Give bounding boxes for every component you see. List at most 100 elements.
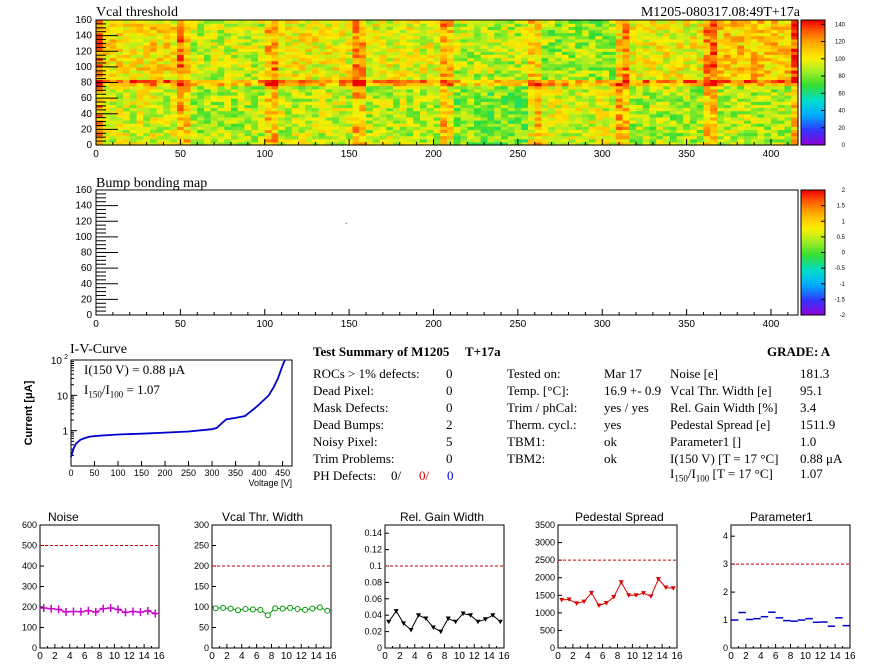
heatmap-cell <box>352 110 360 115</box>
heatmap-cell <box>723 132 732 137</box>
heatmap-cell <box>588 20 597 24</box>
heatmap-cell <box>332 129 340 134</box>
heatmap-cell <box>514 45 522 49</box>
heatmap-cell <box>494 129 502 134</box>
tick-label: 150 <box>341 149 358 160</box>
heatmap-cell <box>467 88 475 93</box>
tick-label: 6 <box>254 651 260 662</box>
heatmap-cell <box>717 57 725 62</box>
heatmap-cell <box>534 66 543 71</box>
heatmap-cell <box>703 110 711 115</box>
heatmap-cell <box>494 32 502 37</box>
heatmap-cell <box>332 60 340 65</box>
heatmap-cell <box>676 98 684 102</box>
heatmap-cell <box>548 70 556 74</box>
heatmap-cell <box>467 101 475 105</box>
heatmap-cell <box>170 120 178 124</box>
heatmap-cell <box>237 98 246 102</box>
heatmap-cell <box>190 107 198 112</box>
heatmap-cell <box>757 91 765 96</box>
heatmap-cell <box>258 23 266 27</box>
heatmap-cell <box>609 79 617 84</box>
heatmap-cell <box>156 66 165 71</box>
heatmap-cell <box>143 129 151 134</box>
heatmap-cell <box>588 51 597 55</box>
heatmap-cell <box>663 73 671 77</box>
heatmap-cell <box>224 141 232 146</box>
heatmap-cell <box>561 57 570 62</box>
heatmap-cell <box>447 26 455 30</box>
heatmap-cell <box>528 38 536 43</box>
heatmap-cell <box>717 54 725 59</box>
heatmap-cell <box>251 26 259 30</box>
heatmap-cell <box>467 123 475 127</box>
heatmap-cell <box>312 48 320 52</box>
heatmap-cell <box>467 113 475 118</box>
heatmap-cell <box>109 135 117 140</box>
heatmap-cell <box>609 54 617 59</box>
heatmap-cell <box>325 66 333 71</box>
heatmap-cell <box>393 132 401 137</box>
heatmap-cell <box>217 48 225 52</box>
heatmap-cell <box>406 29 414 34</box>
heatmap-cell <box>231 104 239 109</box>
heatmap-cell <box>541 57 549 62</box>
heatmap-cell <box>305 132 313 137</box>
heatmap-cell <box>575 29 583 34</box>
heatmap-cell <box>521 45 529 49</box>
heatmap-cell <box>615 63 624 68</box>
heatmap-cell <box>575 138 583 143</box>
series-line <box>561 578 674 607</box>
palette-band <box>801 35 825 38</box>
heatmap-cell <box>264 63 273 68</box>
heatmap-cell <box>339 107 347 112</box>
heatmap-cell <box>231 135 239 140</box>
heatmap-cell <box>764 104 772 109</box>
heatmap-cell <box>453 41 462 46</box>
heatmap-cell <box>190 63 198 68</box>
heatmap-cell <box>447 54 455 59</box>
heatmap-cell <box>548 129 556 134</box>
summary-label: ROCs > 1% defects: <box>313 366 420 381</box>
heatmap-cell <box>366 88 374 93</box>
heatmap-cell <box>514 113 522 118</box>
plot-frame <box>557 524 678 649</box>
heatmap-cell <box>791 138 799 143</box>
heatmap-cell <box>345 132 354 137</box>
heatmap-cell <box>332 141 340 146</box>
heatmap-cell <box>521 76 529 80</box>
heatmap-cell <box>656 110 664 115</box>
heatmap-cell <box>737 120 745 124</box>
heatmap-cell <box>561 63 570 68</box>
heatmap-cell <box>136 48 144 52</box>
heatmap-cell <box>757 57 765 62</box>
heatmap-cell <box>204 73 212 77</box>
heatmap-cell <box>399 32 408 37</box>
heatmap-cell <box>285 85 293 90</box>
heatmap-cell <box>642 63 651 68</box>
heatmap-cell <box>534 73 543 77</box>
heatmap-cell <box>453 57 462 62</box>
heatmap-cell <box>710 76 718 80</box>
heatmap-cell <box>379 32 387 37</box>
heatmap-cell <box>474 32 482 37</box>
heatmap-cell <box>615 41 624 46</box>
heatmap-cell <box>460 135 468 140</box>
heatmap-cell <box>501 123 509 127</box>
heatmap-cell <box>656 76 664 80</box>
heatmap-cell <box>386 95 394 99</box>
heatmap-cell <box>237 66 246 71</box>
heatmap-cell <box>602 41 610 46</box>
heatmap-cell <box>528 107 536 112</box>
heatmap-cell <box>298 35 306 40</box>
heatmap-cell <box>521 41 529 46</box>
heatmap-cell <box>717 35 725 40</box>
summary-tag: T+17a <box>465 344 501 359</box>
heatmap-cell <box>345 70 354 74</box>
heatmap-cell <box>258 135 266 140</box>
heatmap-cell <box>690 66 698 71</box>
heatmap-cell <box>237 63 246 68</box>
heatmap-cell <box>413 76 421 80</box>
heatmap-cell <box>717 45 725 49</box>
